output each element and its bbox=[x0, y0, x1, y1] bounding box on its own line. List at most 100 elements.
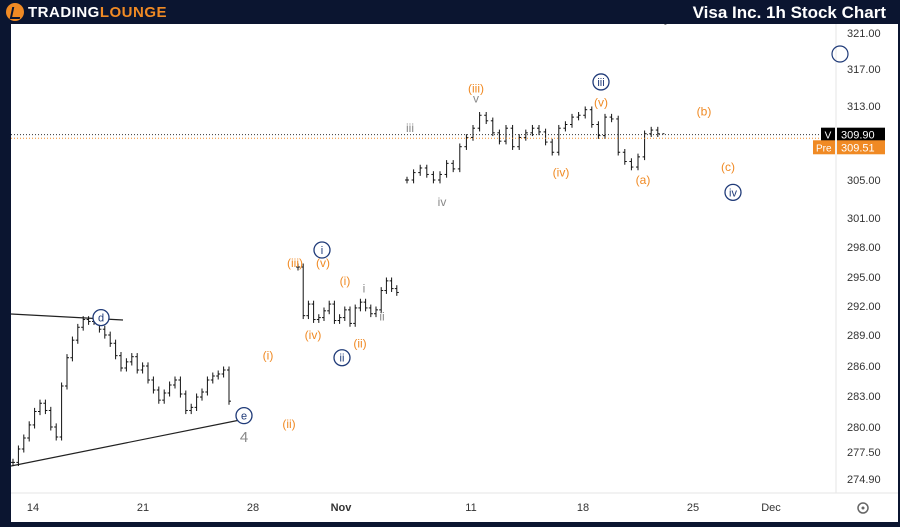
y-tick-label: 313.00 bbox=[847, 101, 881, 113]
price-bar bbox=[358, 298, 363, 312]
price-bar bbox=[649, 126, 654, 137]
price-bar bbox=[129, 353, 134, 366]
x-tick-label: 11 bbox=[465, 502, 476, 514]
price-chart[interactable]: 321.00317.00313.00309.00305.00301.00298.… bbox=[10, 23, 898, 522]
x-tick-label: 28 bbox=[247, 502, 259, 514]
price-bar bbox=[210, 372, 215, 384]
price-bar bbox=[119, 352, 123, 372]
logo-text-lounge: LOUNGE bbox=[99, 3, 167, 21]
price-bar bbox=[162, 389, 167, 404]
chart-area[interactable]: 321.00317.00313.00309.00305.00301.00298.… bbox=[10, 23, 898, 522]
price-bar bbox=[322, 307, 326, 321]
y-tick-label: 317.00 bbox=[847, 64, 881, 76]
wave-label: i bbox=[321, 245, 323, 257]
price-symbol-box bbox=[821, 127, 835, 142]
price-bar bbox=[497, 129, 502, 145]
price-bar bbox=[374, 306, 378, 318]
wave-label: 4 bbox=[240, 429, 248, 446]
price-bar bbox=[43, 399, 48, 415]
wave-label: (i) bbox=[263, 349, 274, 363]
price-bar bbox=[54, 423, 59, 441]
price-bar bbox=[629, 158, 634, 171]
price-bar bbox=[151, 376, 156, 394]
price-bar bbox=[27, 421, 32, 442]
price-bar bbox=[16, 445, 21, 467]
x-tick-label: 14 bbox=[27, 502, 39, 514]
price-bar bbox=[108, 331, 113, 347]
y-tick-label: 321.00 bbox=[847, 28, 881, 40]
price-bar bbox=[342, 306, 347, 321]
wave-label: (c) bbox=[721, 160, 735, 174]
price-bar bbox=[484, 112, 489, 125]
price-bar bbox=[140, 362, 145, 374]
price-bar bbox=[38, 399, 42, 416]
price-bar bbox=[490, 117, 495, 137]
last-price-value: 309.90 bbox=[841, 130, 875, 142]
price-bar bbox=[348, 306, 352, 327]
price-bar bbox=[200, 388, 204, 401]
price-bar bbox=[543, 128, 548, 146]
price-bar bbox=[70, 336, 75, 362]
wave-label-circle bbox=[333, 349, 351, 367]
x-tick-label: Dec bbox=[761, 502, 781, 514]
wave-label: ii bbox=[379, 310, 384, 324]
price-bar bbox=[156, 386, 161, 404]
price-bar bbox=[221, 366, 226, 378]
wave-label: (iv) bbox=[553, 166, 570, 180]
price-bar bbox=[353, 304, 358, 327]
settings-gear-icon[interactable] bbox=[857, 502, 869, 514]
chart-title: Visa Inc. 1h Stock Chart bbox=[692, 3, 886, 22]
price-bar bbox=[337, 314, 342, 324]
price-bar bbox=[655, 126, 660, 137]
x-tick-label: 21 bbox=[137, 502, 149, 514]
wave-label: e bbox=[241, 411, 247, 423]
price-bar bbox=[424, 164, 429, 178]
price-bar bbox=[405, 176, 409, 184]
price-bar bbox=[563, 121, 568, 132]
price-bar bbox=[311, 300, 316, 323]
price-bar bbox=[81, 316, 86, 331]
wave-label: iii bbox=[406, 121, 414, 135]
price-bar bbox=[332, 300, 337, 324]
price-bar bbox=[642, 130, 647, 161]
wave-label-circle bbox=[313, 241, 331, 259]
wave-label: (a) bbox=[636, 173, 651, 187]
y-tick-label: 292.00 bbox=[847, 301, 881, 313]
wave-label: (ii) bbox=[353, 336, 366, 350]
price-bar bbox=[316, 314, 321, 323]
price-bar bbox=[183, 390, 188, 415]
pre-label: Pre bbox=[816, 143, 832, 154]
y-tick-label: 301.00 bbox=[847, 213, 881, 225]
price-bar bbox=[21, 434, 26, 453]
y-tick-label: 280.00 bbox=[847, 422, 881, 434]
wave-label-circle bbox=[92, 308, 110, 327]
price-bar bbox=[411, 169, 416, 184]
y-tick-label: 283.00 bbox=[847, 391, 881, 403]
pre-price-box bbox=[837, 140, 885, 155]
price-bar bbox=[662, 23, 667, 135]
price-bar bbox=[556, 124, 561, 156]
price-bar bbox=[205, 376, 210, 396]
tradinglounge-logo: TRADINGLOUNGE bbox=[6, 2, 167, 22]
price-bar bbox=[451, 160, 456, 173]
price-bar bbox=[178, 376, 183, 398]
price-bar bbox=[368, 304, 373, 318]
wave-label: (b) bbox=[697, 105, 712, 119]
pre-label-box bbox=[813, 140, 835, 155]
pre-price-value: 309.51 bbox=[841, 142, 875, 154]
price-bar bbox=[59, 382, 64, 441]
price-bar bbox=[11, 458, 15, 467]
price-bar bbox=[301, 263, 306, 320]
price-bar bbox=[135, 353, 140, 374]
price-bar bbox=[173, 376, 177, 389]
logo-mark-icon bbox=[6, 3, 24, 21]
y-tick-label: 305.00 bbox=[847, 175, 881, 187]
wave-label: iv bbox=[729, 187, 737, 199]
price-bar bbox=[86, 316, 91, 325]
price-bar bbox=[327, 300, 332, 315]
wave-label: d bbox=[98, 313, 104, 325]
price-bar bbox=[216, 370, 221, 380]
price-bar bbox=[65, 354, 69, 390]
price-bar bbox=[622, 149, 627, 165]
offscreen-wave-circle-icon bbox=[831, 45, 849, 63]
